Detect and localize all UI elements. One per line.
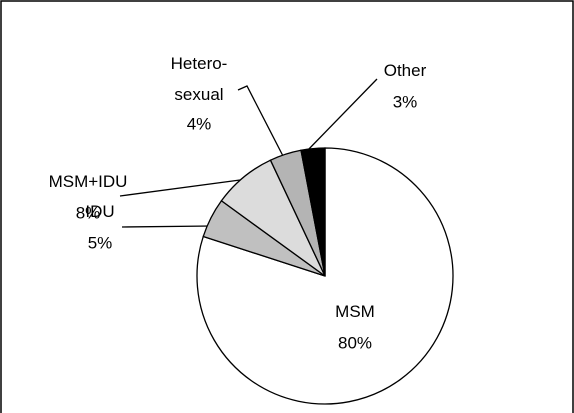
value-label: 80% — [338, 333, 372, 352]
value-label: 4% — [187, 114, 212, 133]
slice-label: MSM — [335, 302, 375, 321]
slice-label: Hetero-sexual — [171, 54, 228, 104]
value-label: 3% — [393, 92, 418, 111]
slice-label: MSM+IDU — [49, 172, 128, 191]
value-label: 5% — [88, 233, 113, 252]
slice-label: Other — [384, 61, 427, 80]
slice-label: IDU — [85, 202, 114, 221]
pie-slice — [300, 147, 326, 277]
leader-lines — [119, 78, 378, 228]
value-label: 8% — [76, 203, 101, 222]
